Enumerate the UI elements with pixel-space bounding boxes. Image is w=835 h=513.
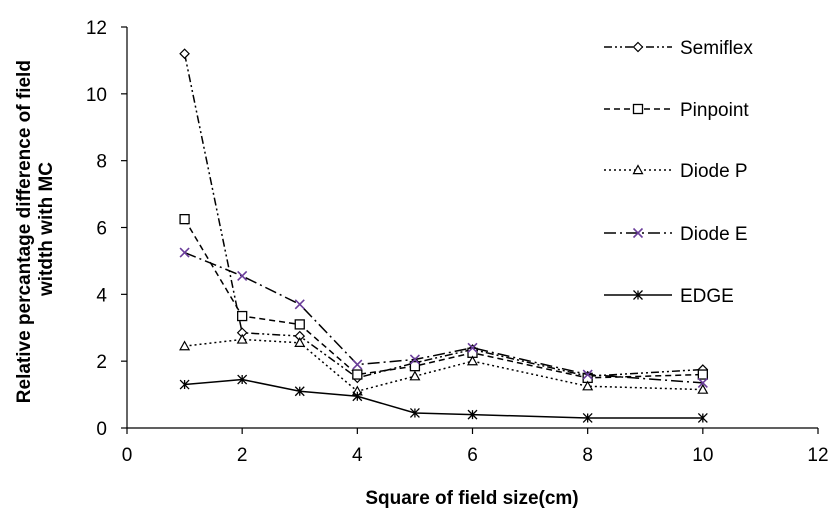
legend-marker <box>632 41 644 53</box>
y-axis-title-line-2: witdth with MC <box>36 162 57 297</box>
legend-label: Diode E <box>680 224 748 245</box>
data-point <box>179 247 190 258</box>
data-point <box>697 413 708 423</box>
legend-item: EDGE <box>604 286 734 307</box>
x-tick-label: 6 <box>467 445 478 466</box>
legend-marker <box>632 103 644 115</box>
data-point <box>697 377 708 388</box>
data-point <box>236 333 248 344</box>
data-point <box>294 337 306 347</box>
data-point <box>179 48 190 60</box>
data-point <box>409 408 420 418</box>
y-axis-title: Relative percantage difference of field … <box>14 55 57 403</box>
y-tick-label: 8 <box>96 152 107 173</box>
y-axis-title-line-1: Relative percantage difference of field <box>14 60 35 403</box>
legend-item: Pinpoint <box>604 100 749 121</box>
data-point <box>352 369 363 380</box>
data-point <box>582 369 593 380</box>
data-point <box>582 380 594 391</box>
data-point <box>409 370 421 381</box>
x-tick-label: 0 <box>122 445 133 466</box>
series-line <box>183 218 703 379</box>
legend-item: Diode P <box>604 161 748 182</box>
legend: Semiflex Pinpoint Diode P Diode E EDGE <box>604 38 753 307</box>
y-tick-label: 2 <box>96 352 107 373</box>
data-point <box>179 213 190 225</box>
legend-item: Semiflex <box>604 38 753 59</box>
legend-item: Diode E <box>604 224 748 245</box>
legend-label: Semiflex <box>680 38 753 59</box>
series-line <box>184 378 703 419</box>
y-tick-label: 0 <box>96 419 107 440</box>
series-line <box>184 251 703 384</box>
data-point <box>697 369 708 380</box>
series-edge <box>179 374 708 423</box>
data-point <box>467 409 478 420</box>
series-pinpoint <box>179 213 708 384</box>
x-ticks: 0 2 4 6 8 10 12 <box>122 428 829 466</box>
data-point <box>467 342 478 353</box>
legend-label: EDGE <box>680 286 734 307</box>
y-tick-label: 4 <box>96 285 107 306</box>
x-tick-label: 10 <box>692 445 713 466</box>
legend-marker <box>633 290 643 300</box>
series-semiflex <box>179 48 709 384</box>
legend-marker <box>632 164 644 175</box>
data-point <box>179 379 190 390</box>
data-point <box>294 319 305 330</box>
data-point <box>179 340 191 351</box>
x-axis-title: Square of field size(cm) <box>365 488 578 509</box>
legend-label: Diode P <box>680 161 748 182</box>
data-point <box>582 413 593 423</box>
x-tick-label: 12 <box>807 445 828 466</box>
data-point <box>237 310 248 322</box>
data-point <box>294 299 305 310</box>
data-point <box>352 391 363 402</box>
series-layer <box>179 48 709 423</box>
data-point <box>352 359 363 370</box>
legend-marker <box>632 227 644 239</box>
x-tick-label: 4 <box>352 445 363 466</box>
y-tick-label: 10 <box>86 85 107 106</box>
series-line <box>184 338 703 393</box>
series-line <box>183 53 703 379</box>
x-tick-label: 8 <box>582 445 593 466</box>
data-point <box>466 355 479 366</box>
y-ticks: 0 2 4 6 8 10 12 <box>86 18 127 440</box>
data-point <box>409 354 420 365</box>
y-tick-label: 12 <box>86 18 107 39</box>
series-diode-p <box>179 333 709 396</box>
legend-label: Pinpoint <box>680 100 749 121</box>
data-point <box>294 386 305 397</box>
data-point <box>697 383 709 394</box>
series-diode-e <box>179 247 708 388</box>
data-point <box>237 270 248 282</box>
y-tick-label: 6 <box>96 219 107 240</box>
x-tick-label: 2 <box>237 445 248 466</box>
data-point <box>237 374 248 385</box>
